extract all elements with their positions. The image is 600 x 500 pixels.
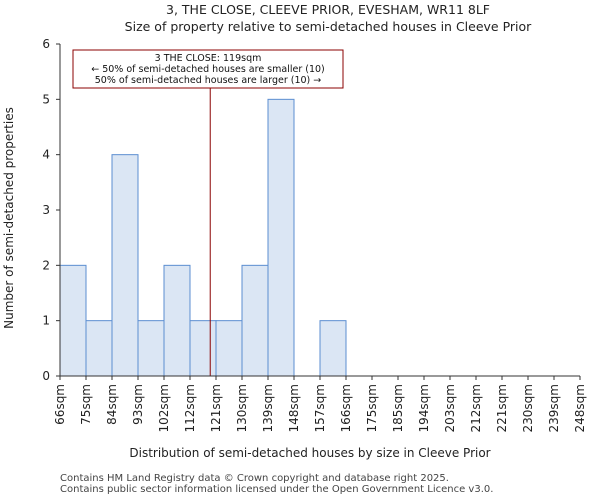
x-tick-label: 121sqm bbox=[209, 384, 223, 432]
x-tick-label: 93sqm bbox=[131, 384, 145, 425]
footer-line-2: Contains public sector information licen… bbox=[60, 484, 494, 495]
annotation-line-1: 3 THE CLOSE: 119sqm bbox=[155, 53, 262, 64]
y-tick-label: 5 bbox=[42, 92, 50, 106]
x-tick-label: 84sqm bbox=[105, 384, 119, 425]
y-tick-label: 4 bbox=[42, 148, 50, 162]
x-tick-label: 194sqm bbox=[417, 384, 431, 432]
bar-139sqm bbox=[267, 98, 295, 377]
x-tick-label: 203sqm bbox=[443, 384, 457, 432]
x-tick-label: 139sqm bbox=[261, 384, 275, 432]
bars-group bbox=[59, 98, 347, 377]
y-tick-label: 1 bbox=[42, 314, 50, 328]
bar-157sqm bbox=[319, 320, 347, 377]
annotation-line-2: ← 50% of semi-detached houses are smalle… bbox=[91, 64, 325, 75]
x-tick-label: 230sqm bbox=[521, 384, 535, 432]
x-tick-label: 166sqm bbox=[339, 384, 353, 432]
annotation-box bbox=[72, 49, 344, 89]
y-tick-label: 2 bbox=[42, 258, 50, 272]
x-tick-label: 75sqm bbox=[79, 384, 93, 425]
bar-102sqm bbox=[163, 264, 191, 377]
annotation-group: 3 THE CLOSE: 119sqm ← 50% of semi-detach… bbox=[72, 49, 344, 89]
bar-84sqm bbox=[111, 154, 139, 377]
x-tick-label: 130sqm bbox=[235, 384, 249, 432]
x-tick-label: 102sqm bbox=[157, 384, 171, 432]
y-tick-label: 3 bbox=[42, 203, 50, 217]
x-tick-label: 175sqm bbox=[365, 384, 379, 432]
x-ticks-group: 66sqm 75sqm 84sqm 93sqm 102sqm 112sqm 121sqm 13… bbox=[53, 376, 587, 432]
x-axis-label: Distribution of semi-detached houses by … bbox=[129, 446, 490, 460]
bar-66sqm bbox=[59, 264, 87, 377]
bar-130sqm bbox=[241, 264, 269, 377]
chart-subtitle: Size of property relative to semi-detach… bbox=[125, 19, 532, 34]
bar-121sqm bbox=[215, 320, 243, 377]
bar-75sqm bbox=[85, 320, 113, 377]
x-tick-label: 221sqm bbox=[495, 384, 509, 432]
y-tick-label: 0 bbox=[42, 369, 50, 383]
y-ticks-group: 0 1 2 3 4 5 6 bbox=[42, 37, 60, 383]
x-tick-label: 66sqm bbox=[53, 384, 67, 425]
y-tick-label: 6 bbox=[42, 37, 50, 51]
x-tick-label: 185sqm bbox=[391, 384, 405, 432]
footer-line-1: Contains HM Land Registry data © Crown c… bbox=[60, 473, 449, 484]
bar-112sqm bbox=[189, 320, 217, 377]
chart-title: 3, THE CLOSE, CLEEVE PRIOR, EVESHAM, WR1… bbox=[166, 2, 490, 17]
x-tick-label: 112sqm bbox=[183, 384, 197, 432]
annotation-line-3: 50% of semi-detached houses are larger (… bbox=[95, 75, 322, 86]
x-tick-label: 248sqm bbox=[573, 384, 587, 432]
y-axis-label: Number of semi-detached properties bbox=[2, 107, 16, 329]
bar-93sqm bbox=[137, 320, 165, 377]
x-tick-label: 239sqm bbox=[547, 384, 561, 432]
x-tick-label: 212sqm bbox=[469, 384, 483, 432]
x-tick-label: 148sqm bbox=[287, 384, 301, 432]
x-tick-label: 157sqm bbox=[313, 384, 327, 432]
